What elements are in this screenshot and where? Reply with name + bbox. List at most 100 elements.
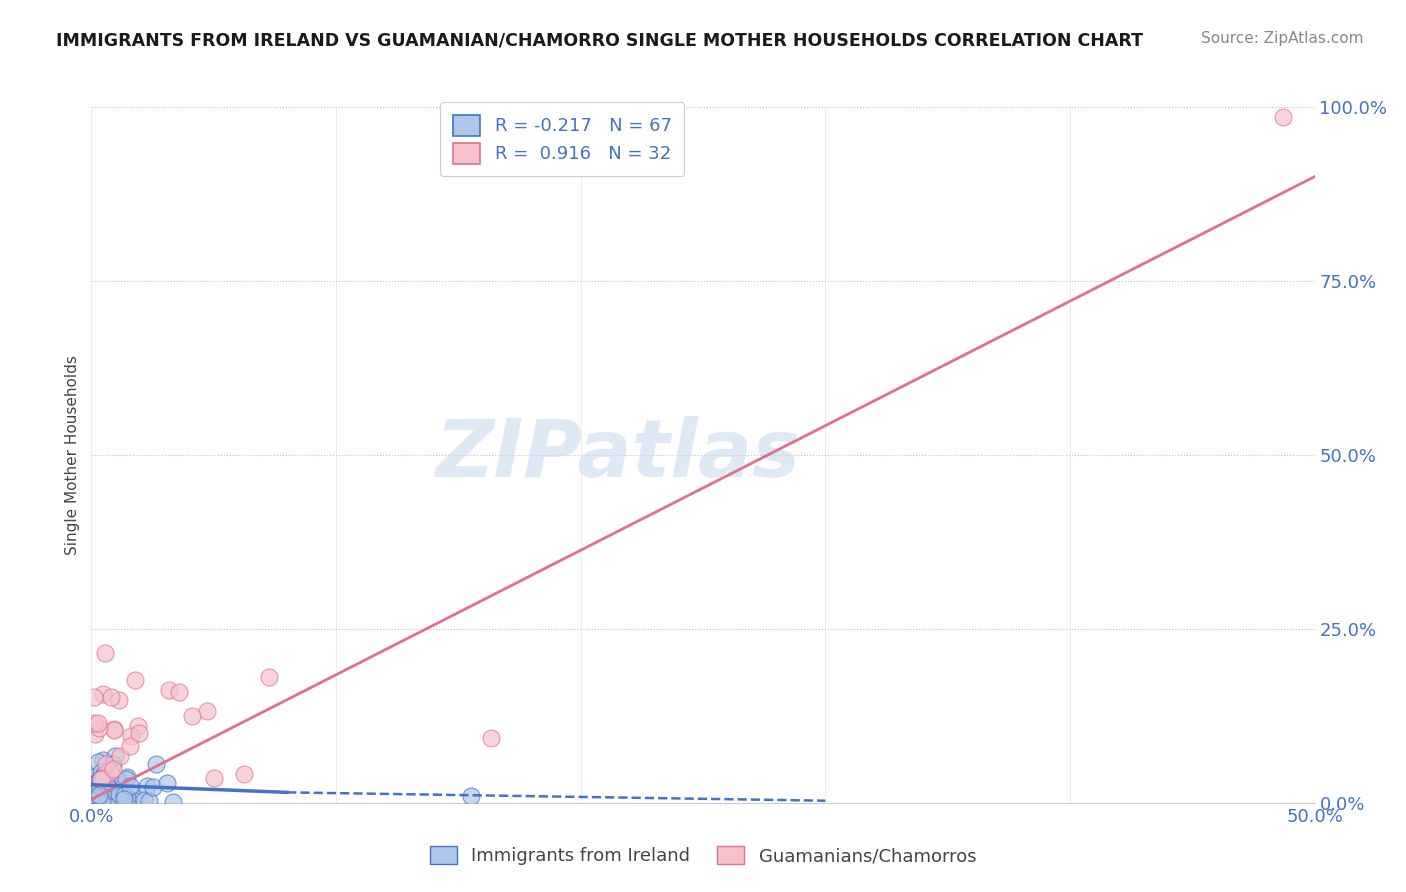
- Point: [115, 772, 138, 787]
- Point: [82, 796, 104, 810]
- Point: [90, 780, 112, 794]
- Legend: Immigrants from Ireland, Guamanians/Chamorros: Immigrants from Ireland, Guamanians/Cham…: [420, 837, 986, 874]
- Point: [82, 793, 104, 807]
- Point: [87, 775, 110, 789]
- Point: [89, 780, 111, 795]
- Point: [82, 770, 104, 784]
- Point: [108, 787, 131, 801]
- Point: [1271, 111, 1294, 125]
- Point: [118, 739, 141, 754]
- Point: [91, 789, 114, 803]
- Point: [104, 749, 127, 764]
- Point: [89, 788, 111, 802]
- Point: [101, 756, 124, 771]
- Point: [233, 767, 256, 781]
- Point: [120, 729, 142, 743]
- Text: IMMIGRANTS FROM IRELAND VS GUAMANIAN/CHAMORRO SINGLE MOTHER HOUSEHOLDS CORRELATI: IMMIGRANTS FROM IRELAND VS GUAMANIAN/CHA…: [56, 31, 1143, 49]
- Point: [101, 762, 124, 776]
- Point: [82, 777, 104, 791]
- Point: [103, 794, 125, 808]
- Point: [91, 771, 114, 785]
- Point: [103, 723, 125, 738]
- Point: [202, 771, 225, 785]
- Point: [84, 789, 107, 804]
- Point: [94, 757, 117, 772]
- Point: [94, 646, 117, 660]
- Point: [155, 775, 177, 789]
- Point: [124, 673, 146, 687]
- Point: [89, 789, 111, 804]
- Point: [120, 787, 142, 801]
- Point: [84, 790, 107, 805]
- Point: [112, 792, 135, 806]
- Point: [86, 787, 108, 801]
- Point: [87, 794, 110, 808]
- Point: [181, 709, 204, 723]
- Point: [93, 687, 115, 701]
- Point: [91, 796, 114, 810]
- Point: [89, 778, 111, 792]
- Point: [93, 766, 115, 780]
- Point: [94, 787, 117, 801]
- Point: [90, 787, 112, 801]
- Point: [82, 795, 104, 809]
- Point: [115, 790, 138, 805]
- Point: [90, 773, 112, 788]
- Point: [89, 787, 111, 801]
- Point: [89, 772, 111, 786]
- Point: [136, 779, 159, 793]
- Point: [107, 773, 129, 788]
- Point: [83, 788, 105, 802]
- Y-axis label: Single Mother Households: Single Mother Households: [65, 355, 80, 555]
- Point: [112, 788, 135, 802]
- Point: [138, 794, 160, 808]
- Point: [86, 795, 108, 809]
- Text: ZIPatlas: ZIPatlas: [434, 416, 800, 494]
- Point: [157, 683, 180, 698]
- Point: [96, 778, 118, 792]
- Point: [90, 765, 112, 780]
- Point: [108, 692, 131, 706]
- Point: [87, 780, 110, 794]
- Legend: R = -0.217   N = 67, R =  0.916   N = 32: R = -0.217 N = 67, R = 0.916 N = 32: [440, 103, 685, 177]
- Point: [195, 704, 218, 718]
- Point: [103, 722, 125, 736]
- Point: [460, 789, 482, 803]
- Point: [96, 776, 118, 790]
- Point: [83, 690, 105, 705]
- Point: [142, 780, 165, 794]
- Point: [83, 716, 105, 731]
- Point: [100, 690, 122, 704]
- Point: [118, 779, 141, 793]
- Point: [145, 757, 167, 772]
- Point: [100, 788, 122, 802]
- Point: [89, 790, 111, 805]
- Point: [98, 764, 121, 779]
- Point: [84, 791, 107, 805]
- Point: [100, 783, 122, 797]
- Point: [97, 792, 120, 806]
- Point: [90, 783, 112, 797]
- Point: [167, 684, 190, 698]
- Point: [97, 775, 120, 789]
- Point: [479, 731, 502, 746]
- Point: [98, 764, 121, 779]
- Point: [87, 716, 110, 731]
- Point: [89, 779, 111, 793]
- Point: [87, 773, 110, 788]
- Point: [134, 793, 156, 807]
- Point: [98, 785, 121, 799]
- Point: [91, 790, 114, 805]
- Point: [124, 794, 146, 808]
- Point: [115, 770, 138, 784]
- Point: [127, 719, 149, 733]
- Point: [162, 796, 184, 810]
- Point: [83, 727, 105, 741]
- Point: [87, 721, 110, 735]
- Point: [87, 756, 110, 770]
- Point: [91, 752, 114, 766]
- Point: [108, 749, 131, 764]
- Point: [90, 772, 112, 786]
- Point: [84, 794, 107, 808]
- Point: [128, 726, 150, 740]
